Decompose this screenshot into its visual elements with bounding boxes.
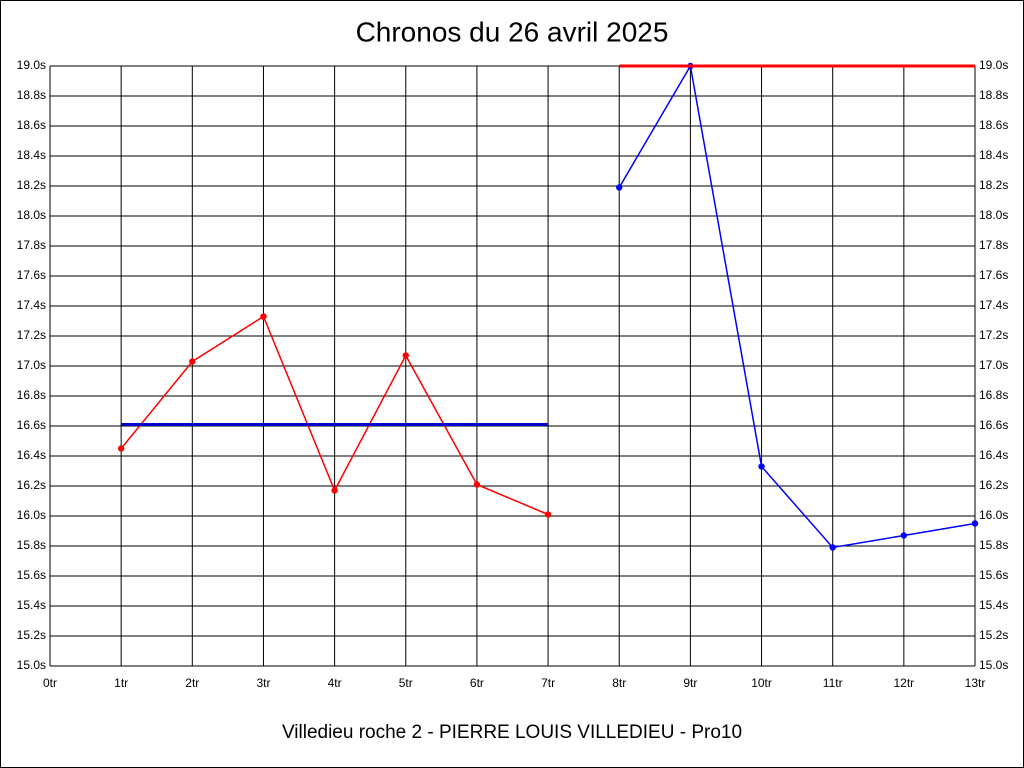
y2-tick-label: 18.8s [979, 88, 1008, 102]
y2-tick-label: 16.6s [979, 418, 1008, 432]
y-tick-label: 18.4s [17, 148, 46, 162]
y2-tick-label: 18.0s [979, 208, 1008, 222]
y2-tick-label: 15.4s [979, 598, 1008, 612]
y2-tick-label: 17.2s [979, 328, 1008, 342]
y2-tick-label: 18.6s [979, 118, 1008, 132]
y-tick-label: 15.6s [17, 568, 46, 582]
data-point [900, 532, 908, 539]
data-point [829, 544, 836, 551]
y2-tick-label: 17.6s [979, 268, 1008, 282]
y2-tick-label: 16.0s [979, 508, 1008, 522]
data-point [473, 481, 481, 488]
data-point [117, 445, 125, 452]
x-tick-label: 8tr [612, 676, 626, 690]
x-tick-label: 4tr [328, 676, 342, 690]
y-tick-label: 17.8s [17, 238, 46, 252]
y2-tick-label: 15.8s [979, 538, 1008, 552]
y2-tick-label: 15.2s [979, 628, 1008, 642]
y2-tick-label: 17.4s [979, 298, 1008, 312]
data-point [544, 511, 552, 518]
x-tick-label: 2tr [185, 676, 199, 690]
y-tick-label: 15.0s [17, 658, 46, 672]
y-tick-label: 16.0s [17, 508, 46, 522]
data-point [189, 358, 196, 365]
data-point [758, 463, 765, 470]
x-tick-label: 11tr [823, 676, 843, 690]
data-point [616, 184, 623, 191]
y2-tick-label: 18.2s [979, 178, 1008, 192]
y-tick-label: 18.2s [17, 178, 46, 192]
y-tick-label: 17.2s [17, 328, 46, 342]
y-tick-label: 15.4s [17, 598, 46, 612]
series-line [618, 63, 976, 549]
y2-tick-label: 17.0s [979, 358, 1008, 372]
y2-tick-label: 19.0s [979, 58, 1008, 72]
y-tick-label: 17.6s [17, 268, 46, 282]
y-tick-label: 16.2s [17, 478, 46, 492]
y-tick-label: 15.8s [17, 538, 46, 552]
data-point [331, 487, 338, 494]
y-tick-label: 16.4s [17, 448, 46, 462]
x-tick-label: 6tr [470, 676, 484, 690]
data-point [971, 520, 979, 527]
y-tick-label: 17.4s [17, 298, 46, 312]
y-tick-label: 18.6s [17, 118, 46, 132]
y-tick-label: 18.8s [17, 88, 46, 102]
y2-tick-label: 17.8s [979, 238, 1008, 252]
y-tick-label: 16.8s [17, 388, 46, 402]
y-tick-label: 18.0s [17, 208, 46, 222]
x-tick-label: 1tr [114, 676, 128, 690]
y2-tick-label: 16.4s [979, 448, 1008, 462]
y-tick-label: 16.6s [17, 418, 46, 432]
y-tick-label: 17.0s [17, 358, 46, 372]
y2-tick-label: 15.6s [979, 568, 1008, 582]
x-tick-label: 12tr [894, 676, 915, 690]
x-tick-label: 10tr [751, 676, 772, 690]
x-tick-label: 7tr [541, 676, 555, 690]
x-tick-label: 9tr [683, 676, 697, 690]
y2-tick-label: 18.4s [979, 148, 1008, 162]
x-axis-label: Villedieu roche 2 - PIERRE LOUIS VILLEDI… [282, 722, 742, 743]
y2-tick-label: 15.0s [979, 658, 1008, 672]
x-tick-label: 5tr [399, 676, 413, 690]
data-point [402, 352, 409, 359]
x-tick-label: 13tr [965, 676, 986, 690]
data-point [260, 313, 267, 320]
y-tick-label: 15.2s [17, 628, 46, 642]
y2-tick-label: 16.2s [979, 478, 1008, 492]
x-tick-label: 3tr [256, 676, 270, 690]
y2-tick-label: 16.8s [979, 388, 1008, 402]
chart-title: Chronos du 26 avril 2025 [356, 16, 669, 47]
x-tick-label: 0tr [43, 676, 57, 690]
y-tick-label: 19.0s [17, 58, 46, 72]
